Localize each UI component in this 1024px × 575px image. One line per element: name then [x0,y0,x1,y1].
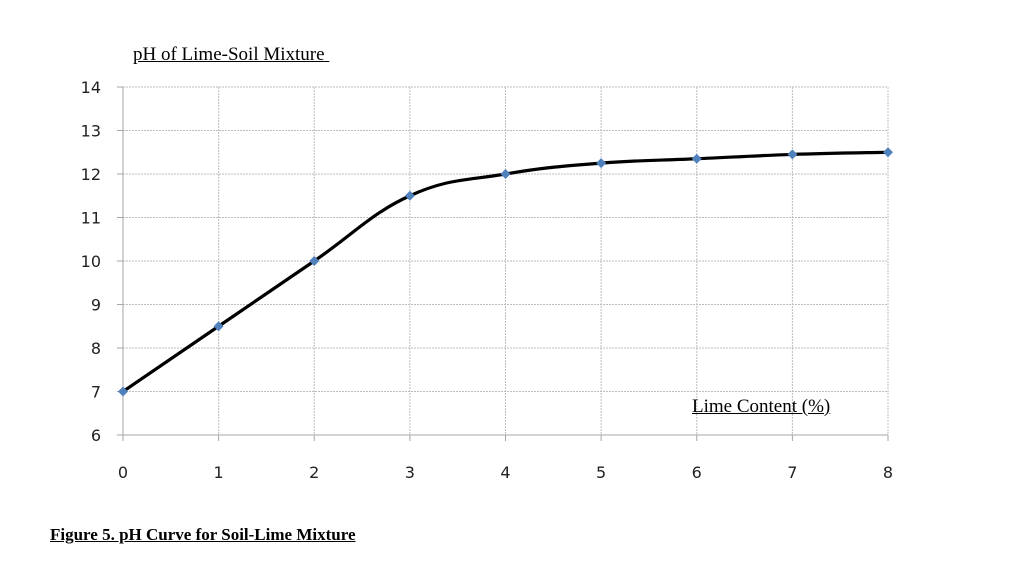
x-axis-label: Lime Content (%) [692,396,831,417]
svg-text:7: 7 [787,463,797,482]
data-line [122,150,889,393]
svg-text:6: 6 [692,463,702,482]
svg-text:9: 9 [91,296,101,315]
svg-text:0: 0 [118,463,128,482]
figure-caption: Figure 5. pH Curve for Soil-Lime Mixture [50,525,356,544]
svg-text:5: 5 [596,463,606,482]
svg-text:2: 2 [309,463,319,482]
svg-text:8: 8 [91,339,101,358]
svg-text:4: 4 [500,463,510,482]
svg-text:11: 11 [81,209,101,228]
grid-lines [123,86,889,435]
svg-text:6: 6 [91,426,101,445]
svg-text:1: 1 [214,463,224,482]
chart-title: pH of Lime-Soil Mixture [133,44,330,65]
svg-text:8: 8 [883,463,893,482]
svg-text:10: 10 [81,252,101,271]
svg-text:7: 7 [91,383,101,402]
data-markers [118,147,893,397]
svg-text:12: 12 [81,165,101,184]
svg-text:3: 3 [405,463,415,482]
svg-text:13: 13 [81,122,101,141]
axes [117,86,889,441]
svg-text:14: 14 [81,78,101,97]
